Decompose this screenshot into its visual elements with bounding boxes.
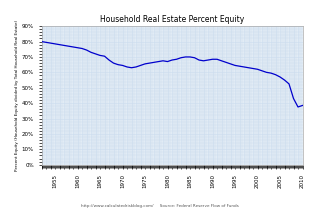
Title: Household Real Estate Percent Equity: Household Real Estate Percent Equity (100, 15, 244, 24)
Text: http://www.calculatedriskblog.com/     Source: Federal Reserve Flow of Funds: http://www.calculatedriskblog.com/ Sourc… (81, 204, 239, 208)
Y-axis label: Percent Equity (Household Equity divided by Total Household Real Estate): Percent Equity (Household Equity divided… (15, 20, 19, 171)
